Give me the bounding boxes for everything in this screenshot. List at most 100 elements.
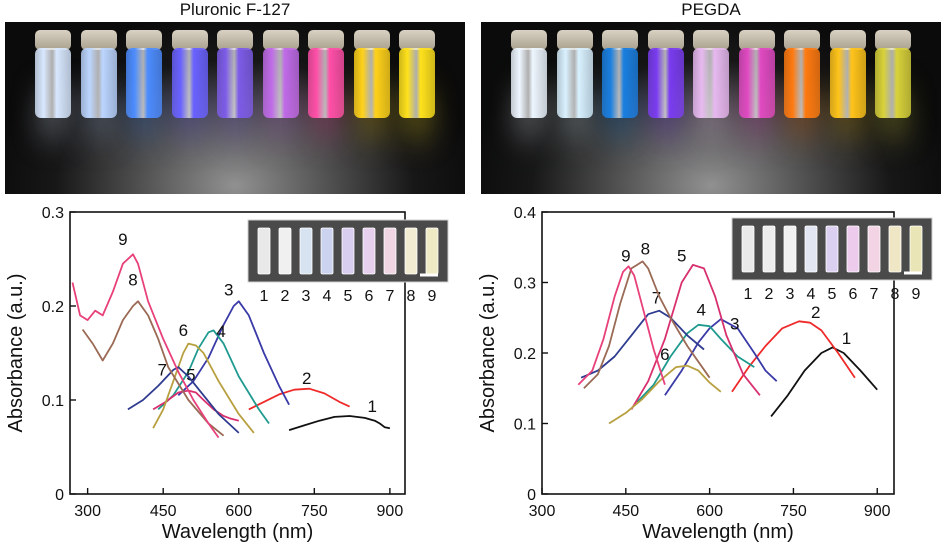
inset-label: 5 bbox=[344, 288, 353, 305]
vial-cap bbox=[602, 30, 638, 50]
series-line-4 bbox=[157, 329, 270, 425]
inset-cuvette bbox=[362, 227, 376, 275]
inset-cuvette bbox=[299, 227, 313, 275]
vial-cap bbox=[738, 30, 775, 50]
inset-label: 8 bbox=[891, 286, 900, 303]
inset-label: 3 bbox=[302, 288, 311, 305]
vial-cap bbox=[308, 30, 344, 50]
inset-label: 1 bbox=[744, 286, 753, 303]
y-tick-label: 0.2 bbox=[42, 299, 64, 316]
series-line-6 bbox=[608, 364, 722, 425]
series-label-5: 5 bbox=[186, 365, 195, 384]
inset-cuvette bbox=[257, 227, 271, 275]
series-label-1: 1 bbox=[368, 397, 377, 416]
series-label-9: 9 bbox=[118, 230, 127, 249]
inset-cuvette bbox=[867, 225, 881, 273]
y-tick-label: 0 bbox=[527, 487, 536, 504]
vial bbox=[738, 48, 775, 118]
vial bbox=[829, 48, 866, 118]
series-label-3: 3 bbox=[730, 315, 739, 334]
vial-cap bbox=[556, 30, 593, 50]
series-line-3 bbox=[177, 300, 290, 406]
series-label-7: 7 bbox=[157, 361, 166, 380]
series-line-8 bbox=[81, 300, 225, 437]
vial-cap bbox=[693, 30, 729, 50]
vial-cap bbox=[171, 30, 208, 50]
inset-label: 7 bbox=[870, 286, 879, 303]
vials-photo-pegda bbox=[481, 22, 941, 194]
absorbance-chart-pluronic: 300 450 600 750 900 0 0.1 0.2 0.3 Wavelength (nm)… bbox=[5, 205, 449, 543]
series-label-6: 6 bbox=[660, 345, 669, 364]
series-label-9: 9 bbox=[621, 246, 630, 265]
vial bbox=[693, 48, 729, 118]
vial bbox=[602, 48, 638, 118]
inset-label: 4 bbox=[323, 288, 332, 305]
inset-label: 3 bbox=[786, 286, 795, 303]
inset-label: 5 bbox=[828, 286, 837, 303]
x-tick-label: 750 bbox=[780, 503, 807, 520]
y-tick-label: 0 bbox=[55, 487, 64, 504]
inset-label: 2 bbox=[281, 288, 290, 305]
absorbance-chart-pegda: 300 450 600 750 900 0 0.1 0.2 0.3 0.4 Wavelength (… bbox=[477, 205, 933, 543]
vial bbox=[875, 48, 911, 118]
series-label-4: 4 bbox=[216, 322, 225, 341]
series-label-2: 2 bbox=[302, 369, 311, 388]
vial-cap bbox=[784, 30, 820, 50]
series-label-4: 4 bbox=[697, 301, 706, 320]
x-tick-label: 300 bbox=[529, 503, 556, 520]
series-line-1 bbox=[288, 415, 391, 431]
series-line-7 bbox=[127, 366, 240, 434]
series-label-8: 8 bbox=[128, 270, 137, 289]
y-tick-label: 0.1 bbox=[514, 417, 536, 434]
series-line-2 bbox=[731, 320, 856, 393]
vial bbox=[308, 48, 344, 118]
inset-cuvette bbox=[383, 227, 397, 275]
inset-label: 9 bbox=[912, 286, 921, 303]
inset-cuvette bbox=[425, 227, 439, 275]
series-label-1: 1 bbox=[842, 329, 851, 348]
y-axis-label: Absorbance (a.u.) bbox=[5, 274, 27, 433]
series-line-5 bbox=[152, 389, 240, 422]
vial-cap bbox=[353, 30, 390, 50]
inset-label: 2 bbox=[765, 286, 774, 303]
x-axis-label: Wavelength (nm) bbox=[642, 521, 794, 543]
inset-cuvette bbox=[341, 227, 355, 275]
y-tick-label: 0.2 bbox=[514, 346, 536, 363]
vial-cap bbox=[399, 30, 435, 50]
series-label-2: 2 bbox=[811, 303, 820, 322]
vial bbox=[556, 48, 593, 118]
x-axis-label: Wavelength (nm) bbox=[162, 521, 314, 543]
vial-cap bbox=[829, 30, 866, 50]
inset-cuvette bbox=[804, 225, 818, 273]
series-line-1 bbox=[770, 346, 878, 417]
vial-cap bbox=[511, 30, 547, 50]
vial-cap bbox=[647, 30, 684, 50]
series-label-5: 5 bbox=[677, 246, 686, 265]
inset-label: 9 bbox=[428, 288, 437, 305]
inset-cuvette bbox=[404, 227, 418, 275]
series-label-7: 7 bbox=[652, 289, 661, 308]
vial-cap bbox=[35, 30, 71, 50]
y-tick-label: 0.1 bbox=[42, 393, 64, 410]
inset-label: 6 bbox=[365, 288, 374, 305]
inset-label: 1 bbox=[260, 288, 269, 305]
vial bbox=[171, 48, 208, 118]
vial bbox=[399, 48, 435, 118]
series-line-9 bbox=[71, 253, 220, 439]
inset-cuvette bbox=[846, 225, 860, 273]
panel-title-left: Pluronic F-127 bbox=[179, 0, 291, 19]
inset-cuvette bbox=[909, 225, 923, 273]
vial bbox=[262, 48, 299, 118]
vial bbox=[35, 48, 71, 118]
series-line-2 bbox=[248, 387, 350, 411]
inset-cuvette bbox=[741, 225, 755, 273]
inset-label: 4 bbox=[807, 286, 816, 303]
plot-frame bbox=[69, 211, 406, 495]
vial bbox=[217, 48, 253, 118]
series-line-6 bbox=[152, 342, 255, 434]
vial bbox=[353, 48, 390, 118]
vial-cap bbox=[262, 30, 299, 50]
y-axis-label: Absorbance (a.u.) bbox=[477, 274, 499, 433]
x-tick-label: 750 bbox=[301, 503, 328, 520]
series-label-6: 6 bbox=[179, 321, 188, 340]
